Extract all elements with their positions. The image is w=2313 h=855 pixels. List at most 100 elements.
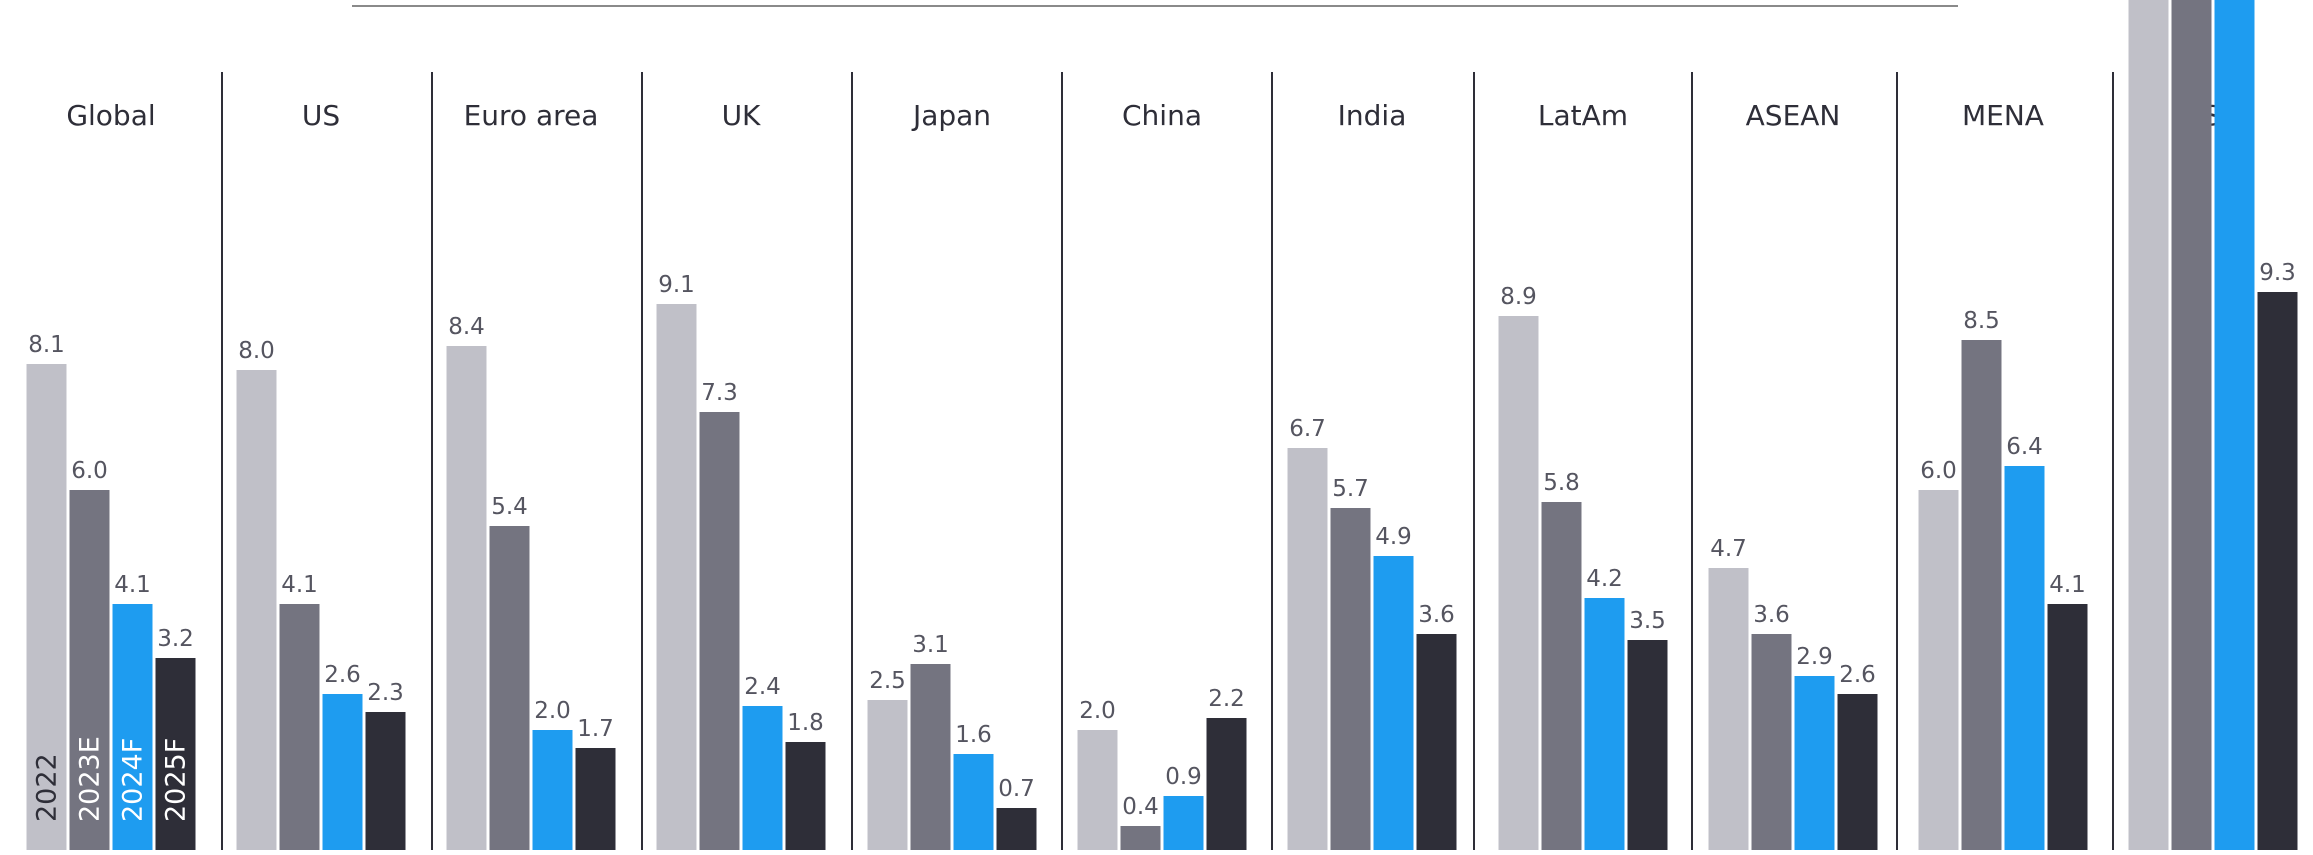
data-label: 8.9 xyxy=(1500,284,1537,310)
bar xyxy=(2171,0,2212,852)
data-label: 3.2 xyxy=(157,626,194,652)
data-label: 2.4 xyxy=(744,674,781,700)
data-label: 5.4 xyxy=(491,494,528,520)
data-label: 4.9 xyxy=(1375,524,1412,550)
bar xyxy=(1330,508,1371,852)
data-label: 5.8 xyxy=(1543,470,1580,496)
category-label: China xyxy=(1122,99,1202,132)
data-label: 0.9 xyxy=(1165,764,1202,790)
data-label: 2.0 xyxy=(1079,698,1116,724)
bar xyxy=(699,412,740,852)
bar xyxy=(1708,568,1749,852)
data-label: 4.1 xyxy=(114,572,151,598)
bar xyxy=(867,700,908,852)
bar xyxy=(279,604,320,852)
category-label: US xyxy=(302,99,340,132)
data-label: 2.0 xyxy=(534,698,571,724)
bar xyxy=(112,604,153,852)
bar xyxy=(365,712,406,852)
bar xyxy=(155,658,196,852)
bar xyxy=(1961,340,2002,852)
bar xyxy=(1498,316,1539,852)
category-label: Euro area xyxy=(464,99,599,132)
bar xyxy=(236,370,277,852)
bar xyxy=(2004,466,2045,852)
data-label: 2.9 xyxy=(1796,644,1833,670)
bar xyxy=(785,742,826,852)
data-label: 4.1 xyxy=(2049,572,2086,598)
bar xyxy=(2214,0,2255,852)
data-label: 6.0 xyxy=(71,458,108,484)
legend-label: 2023E xyxy=(75,736,106,822)
data-label: 9.1 xyxy=(658,272,695,298)
category-label: India xyxy=(1338,99,1407,132)
legend-label: 2025F xyxy=(161,738,192,822)
data-label: 6.7 xyxy=(1289,416,1326,442)
bar xyxy=(322,694,363,852)
data-label: 3.1 xyxy=(912,632,949,658)
data-label: 4.2 xyxy=(1586,566,1623,592)
data-label: 3.5 xyxy=(1629,608,1666,634)
bar xyxy=(1077,730,1118,852)
bar xyxy=(1794,676,1835,852)
bar xyxy=(1584,598,1625,852)
data-label: 4.1 xyxy=(281,572,318,598)
data-label: 9.3 xyxy=(2259,260,2296,286)
data-label: 7.3 xyxy=(701,380,738,406)
data-label: 1.6 xyxy=(955,722,992,748)
bar xyxy=(953,754,994,852)
bar xyxy=(446,346,487,852)
bar xyxy=(2047,604,2088,852)
bar xyxy=(656,304,697,852)
data-label: 8.1 xyxy=(28,332,65,358)
bar xyxy=(489,526,530,852)
bar xyxy=(1627,640,1668,852)
data-label: 2.2 xyxy=(1208,686,1245,712)
category-label: LatAm xyxy=(1538,99,1628,132)
data-label: 0.4 xyxy=(1122,794,1159,820)
bar xyxy=(1918,490,1959,852)
bar xyxy=(1120,826,1161,852)
bar xyxy=(1541,502,1582,852)
data-label: 0.7 xyxy=(998,776,1035,802)
category-label: Global xyxy=(66,99,155,132)
legend-label: 2024F xyxy=(118,738,149,822)
data-label: 1.8 xyxy=(787,710,824,736)
legend-label: 2022 xyxy=(32,753,63,822)
bar xyxy=(910,664,951,852)
data-label: 8.4 xyxy=(448,314,485,340)
bar xyxy=(1287,448,1328,852)
data-label: 8.0 xyxy=(238,338,275,364)
bar xyxy=(1163,796,1204,852)
category-label: UK xyxy=(722,99,761,132)
data-label: 3.6 xyxy=(1418,602,1455,628)
bar xyxy=(2257,292,2298,852)
data-label: 5.7 xyxy=(1332,476,1369,502)
bar xyxy=(532,730,573,852)
category-label: MENA xyxy=(1962,99,2044,132)
bar xyxy=(1837,694,1878,852)
data-label: 6.4 xyxy=(2006,434,2043,460)
bar xyxy=(69,490,110,852)
bar xyxy=(1373,556,1414,852)
data-label: 2.5 xyxy=(869,668,906,694)
data-label: 4.7 xyxy=(1710,536,1747,562)
bar xyxy=(1206,718,1247,852)
bar xyxy=(26,364,67,852)
category-label: Japan xyxy=(911,99,991,132)
data-label: 2.3 xyxy=(367,680,404,706)
bar xyxy=(996,808,1037,852)
data-label: 3.6 xyxy=(1753,602,1790,628)
bar xyxy=(1416,634,1457,852)
data-label: 6.0 xyxy=(1920,458,1957,484)
category-label: ASEAN xyxy=(1746,99,1841,132)
bar xyxy=(575,748,616,852)
data-label: 2.6 xyxy=(324,662,361,688)
data-label: 8.5 xyxy=(1963,308,2000,334)
bar xyxy=(2128,0,2169,852)
bar xyxy=(742,706,783,852)
data-label: 1.7 xyxy=(577,716,614,742)
bar xyxy=(1751,634,1792,852)
